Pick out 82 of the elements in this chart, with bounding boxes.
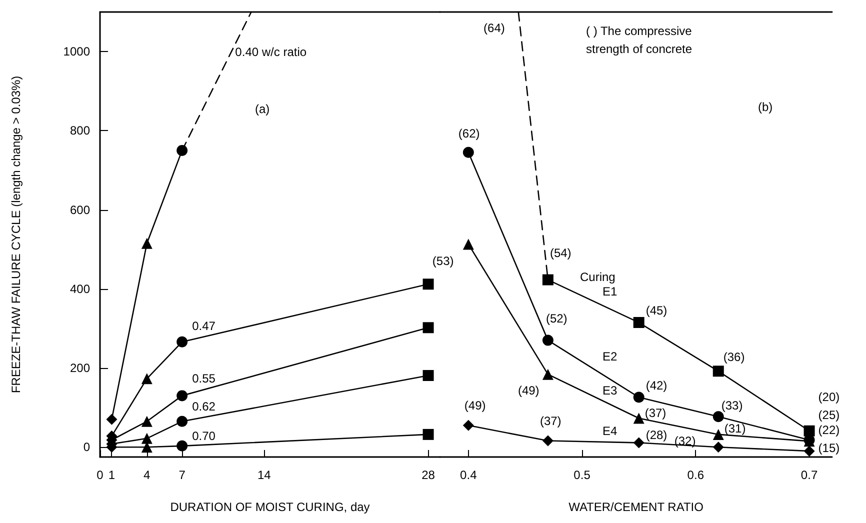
x-tick-label: 1	[108, 468, 116, 482]
series-label: E2	[602, 349, 618, 364]
annotation: ( ) The compressive strength of concrete	[586, 24, 696, 56]
point	[712, 366, 724, 377]
x-tick-label: 0.5	[574, 468, 591, 482]
annotation: (15)	[818, 441, 840, 456]
x-tick-label: 0.6	[687, 468, 704, 482]
series-label: 0.40 w/c ratio	[235, 45, 307, 60]
series-label: E1	[602, 284, 618, 298]
annotation: (37)	[540, 414, 562, 428]
point	[804, 425, 815, 436]
point	[542, 334, 554, 346]
annotation: (22)	[818, 423, 840, 438]
annotation: (49)	[464, 398, 486, 412]
point	[712, 411, 724, 422]
point	[462, 238, 474, 250]
point	[176, 390, 188, 402]
annotation: (49)	[518, 383, 540, 398]
annotation: (b)	[758, 100, 773, 114]
annotation: (a)	[255, 102, 270, 116]
point	[176, 440, 188, 452]
annotation: (33)	[721, 398, 743, 413]
annotation: (25)	[818, 408, 840, 422]
annotation: (36)	[723, 350, 745, 364]
series-label: 0.55	[192, 372, 216, 386]
annotation: (45)	[646, 304, 668, 318]
series-label: E3	[602, 384, 618, 398]
point	[542, 274, 554, 286]
y-tick-label: 600	[70, 202, 90, 217]
y-tick-label: 0	[83, 440, 90, 454]
point	[141, 432, 152, 444]
annotation: (37)	[644, 406, 666, 420]
point	[106, 414, 118, 425]
annotation: Curing	[580, 270, 616, 284]
y-tick-label: 200	[70, 361, 90, 375]
point	[176, 336, 188, 348]
y-tick-label: 800	[70, 124, 90, 138]
point	[633, 412, 644, 424]
point	[176, 144, 188, 156]
point	[422, 370, 434, 382]
x-tick-label: 0.7	[800, 468, 818, 482]
series-label: E4	[602, 424, 618, 438]
x-tick-label: 4	[144, 468, 151, 482]
y-tick-label: 1000	[63, 44, 90, 59]
point	[633, 317, 644, 328]
annotation: (20)	[818, 390, 840, 404]
annotation: (28)	[646, 428, 668, 442]
annotation: (52)	[546, 311, 568, 326]
point	[141, 373, 152, 384]
point	[633, 437, 644, 448]
point	[633, 392, 644, 403]
series-label: 0.62	[192, 399, 216, 414]
point	[712, 428, 724, 440]
x-tick-label: 28	[422, 468, 436, 482]
series-label: 0.70	[192, 428, 216, 443]
point	[462, 146, 474, 158]
point	[176, 416, 188, 427]
annotation: (53)	[432, 254, 454, 268]
series-label: 0.47	[192, 318, 216, 333]
point	[422, 322, 434, 334]
x-tick-label: 0	[96, 468, 104, 482]
annotation: (54)	[550, 246, 572, 260]
annotation: (42)	[646, 378, 668, 392]
annotation: (64)	[484, 20, 505, 35]
point	[422, 428, 434, 440]
point	[422, 278, 434, 290]
y-axis-title: FREEZE-THAW FAILURE CYCLE (length change > 0.03%)	[9, 76, 23, 394]
point	[462, 420, 474, 431]
x-tick-label: 14	[257, 468, 272, 482]
point	[141, 238, 152, 249]
x-axis-title: WATER/CEMENT RATIO	[568, 500, 704, 514]
point	[542, 368, 554, 380]
y-tick-label: 400	[70, 282, 90, 296]
annotation: (32)	[674, 434, 696, 448]
point	[141, 416, 152, 427]
x-axis-title: DURATION OF MOIST CURING, day	[170, 500, 370, 514]
point	[712, 442, 724, 453]
point	[542, 435, 554, 446]
x-tick-label: 0.4	[460, 468, 478, 482]
x-tick-label: 7	[178, 468, 186, 482]
annotation: (31)	[724, 421, 746, 436]
annotation: (62)	[458, 126, 480, 140]
